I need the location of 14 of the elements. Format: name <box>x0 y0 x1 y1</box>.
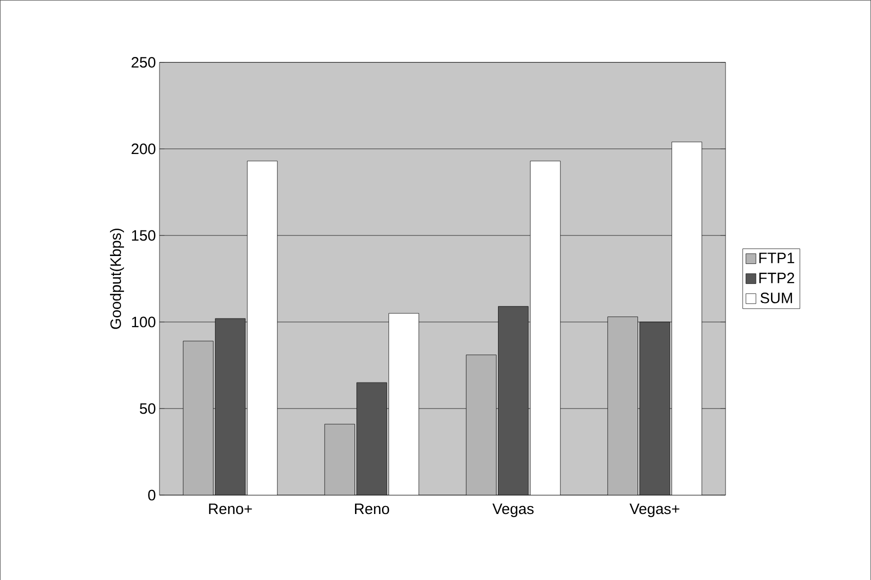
x-tick-label: Reno+ <box>209 503 252 514</box>
y-tick-label: 250 <box>132 56 156 68</box>
legend-label: SUM <box>760 292 792 304</box>
y-tick-label: 50 <box>140 402 156 414</box>
x-tick-label: Vegas <box>492 503 534 517</box>
y-tick-label: 200 <box>132 143 156 154</box>
y-tick-label: 150 <box>132 230 156 241</box>
x-tick-label: Vegas+ <box>630 503 680 517</box>
y-tick-label: 0 <box>148 490 156 500</box>
x-tick-label: Reno <box>355 503 390 514</box>
y-axis-title: Goodput(Kbps) <box>110 228 124 329</box>
legend-label: FTP2 <box>759 272 794 283</box>
legend-label: FTP1 <box>759 252 794 263</box>
y-tick-label: 100 <box>132 316 156 328</box>
